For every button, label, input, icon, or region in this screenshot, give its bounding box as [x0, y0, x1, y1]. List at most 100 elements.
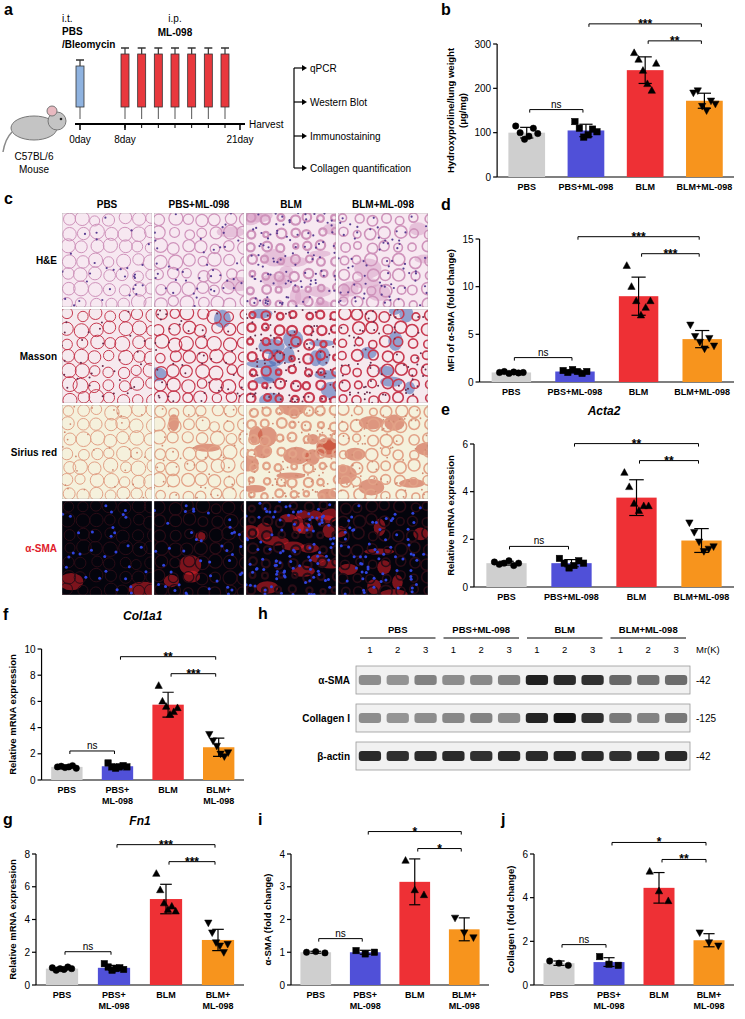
texture [261, 454, 263, 456]
texture [393, 352, 404, 363]
texture [182, 268, 191, 277]
texture [219, 274, 221, 276]
texture [208, 587, 211, 590]
texture [266, 296, 268, 298]
texture [130, 448, 142, 460]
texture [203, 355, 205, 357]
texture [252, 395, 254, 397]
texture [339, 451, 347, 459]
texture [145, 557, 152, 569]
texture [348, 335, 350, 337]
texture [257, 358, 259, 360]
micrograph-frame [154, 405, 244, 499]
texture [287, 406, 289, 408]
texture [218, 390, 220, 392]
texture [314, 450, 316, 452]
texture [276, 232, 278, 234]
texture [409, 419, 420, 430]
texture [207, 310, 221, 324]
blot-strip [356, 704, 690, 732]
day-label: 21day [226, 134, 253, 145]
micrograph [154, 309, 244, 403]
texture [262, 242, 272, 252]
texture [154, 391, 168, 403]
group-label: BLM+ML-098 [619, 624, 678, 635]
texture [306, 587, 312, 593]
texture [339, 478, 341, 480]
micrograph-bg [338, 213, 428, 307]
texture [227, 365, 237, 375]
texture [210, 349, 224, 363]
syringe-needle [191, 107, 192, 119]
texture [233, 374, 235, 376]
texture [90, 298, 102, 307]
micrograph-frame [62, 405, 152, 499]
texture [73, 406, 75, 408]
texture [182, 473, 195, 486]
texture [90, 549, 93, 552]
texture [353, 272, 362, 281]
texture [414, 280, 416, 282]
texture [368, 435, 379, 446]
texture [380, 285, 392, 297]
texture [377, 385, 379, 387]
texture [289, 219, 291, 221]
texture [351, 545, 363, 557]
micrograph [62, 309, 152, 403]
texture [360, 486, 362, 488]
texture [318, 475, 320, 477]
texture [223, 445, 237, 459]
texture [377, 557, 380, 560]
texture [183, 240, 195, 252]
texture [246, 433, 248, 435]
texture [199, 559, 202, 562]
texture [77, 227, 89, 239]
texture [292, 593, 295, 595]
texture [113, 392, 115, 394]
texture [279, 472, 281, 474]
texture [396, 353, 398, 355]
texture [70, 253, 72, 255]
texture [382, 420, 394, 432]
texture [283, 354, 285, 356]
texture [401, 557, 404, 560]
texture [237, 239, 239, 241]
texture [307, 512, 310, 515]
texture [210, 493, 212, 495]
texture [312, 576, 315, 579]
texture [92, 448, 103, 459]
texture [308, 524, 311, 527]
texture [333, 355, 336, 361]
texture [382, 394, 384, 396]
texture [319, 494, 324, 499]
texture [351, 462, 363, 474]
texture [393, 379, 405, 391]
texture [412, 313, 420, 321]
texture [294, 448, 296, 450]
texture [422, 527, 428, 539]
texture [389, 299, 391, 301]
band [526, 675, 548, 685]
texture [249, 435, 258, 444]
texture [75, 474, 85, 484]
texture [221, 458, 235, 472]
texture [94, 262, 96, 264]
texture [172, 292, 174, 294]
texture [326, 492, 328, 494]
texture [203, 251, 205, 253]
texture [350, 516, 353, 519]
texture [317, 220, 319, 222]
texture [339, 339, 347, 347]
texture [89, 529, 102, 542]
texture [256, 348, 258, 350]
texture [297, 510, 300, 513]
texture [222, 226, 224, 228]
texture [281, 302, 283, 304]
texture [308, 518, 311, 521]
texture [382, 414, 384, 416]
texture [180, 296, 194, 307]
bracket [293, 68, 294, 168]
texture [176, 466, 178, 468]
texture [208, 475, 220, 487]
texture [369, 364, 371, 366]
